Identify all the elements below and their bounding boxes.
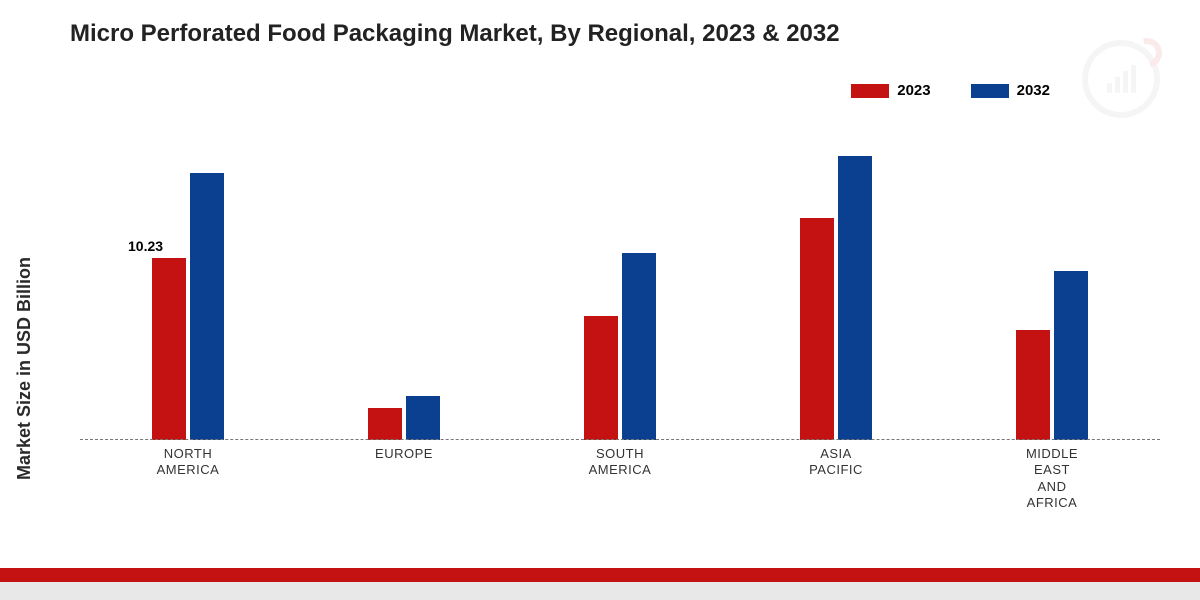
footer-shade <box>0 582 1200 600</box>
bar-2023 <box>152 258 186 440</box>
bar-2023 <box>800 218 834 440</box>
bar-2032 <box>190 173 224 440</box>
legend: 2023 2032 <box>851 82 1050 99</box>
bar-2023 <box>584 316 618 440</box>
footer-band <box>0 568 1200 582</box>
y-axis-label: Market Size in USD Billion <box>14 257 35 480</box>
legend-item-2032: 2032 <box>971 82 1050 99</box>
bar-2032 <box>406 396 440 440</box>
value-label: 10.23 <box>128 238 163 254</box>
bar-2023 <box>368 408 402 440</box>
x-axis-label: EUROPE <box>296 446 512 511</box>
bar-groups: 10.23 <box>80 120 1160 440</box>
x-axis-label: MIDDLEEASTANDAFRICA <box>944 446 1160 511</box>
bar-2032 <box>622 253 656 440</box>
x-axis-label: NORTHAMERICA <box>80 446 296 511</box>
bar-pair <box>584 253 656 440</box>
chart-container: Micro Perforated Food Packaging Market, … <box>0 0 1200 600</box>
legend-label-2023: 2023 <box>897 82 930 99</box>
bar-group <box>728 120 944 440</box>
bar-pair <box>152 173 224 440</box>
bar-2023 <box>1016 330 1050 440</box>
watermark-icon <box>1082 40 1160 118</box>
x-axis-baseline <box>80 439 1160 440</box>
bar-pair <box>368 396 440 440</box>
bar-2032 <box>838 156 872 440</box>
bar-pair <box>1016 271 1088 440</box>
bar-pair <box>800 156 872 440</box>
legend-swatch-2023 <box>851 84 889 98</box>
legend-swatch-2032 <box>971 84 1009 98</box>
legend-item-2023: 2023 <box>851 82 930 99</box>
chart-title: Micro Perforated Food Packaging Market, … <box>70 20 840 48</box>
bar-2032 <box>1054 271 1088 440</box>
bar-group <box>944 120 1160 440</box>
x-axis-label: ASIAPACIFIC <box>728 446 944 511</box>
legend-label-2032: 2032 <box>1017 82 1050 99</box>
bar-group: 10.23 <box>80 120 296 440</box>
plot-area: 10.23 <box>80 120 1160 440</box>
x-axis-labels: NORTHAMERICAEUROPESOUTHAMERICAASIAPACIFI… <box>80 446 1160 511</box>
x-axis-label: SOUTHAMERICA <box>512 446 728 511</box>
bar-group <box>512 120 728 440</box>
bar-group <box>296 120 512 440</box>
